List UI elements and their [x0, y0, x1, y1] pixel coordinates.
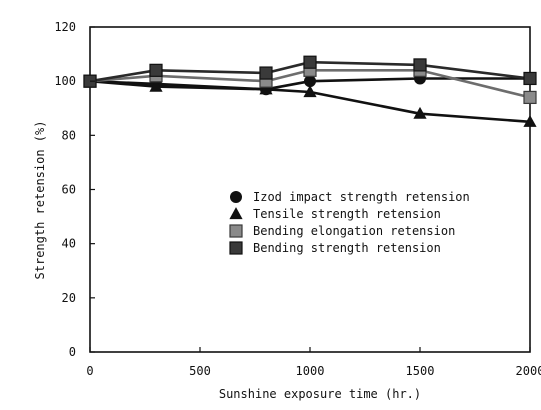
y-axis-title: Strength retension (%) [33, 121, 47, 280]
legend: Izod impact strength retension Tensile st… [229, 190, 470, 255]
x-axis-title: Sunshine exposure time (hr.) [219, 387, 421, 401]
data-point [149, 63, 163, 77]
y-tick-label: 100 [54, 74, 76, 88]
series-line [89, 60, 531, 83]
series-line [89, 79, 531, 124]
x-tick-label: 1500 [406, 364, 435, 378]
data-point [303, 85, 317, 98]
series-line [89, 77, 530, 91]
data-point [303, 55, 317, 69]
legend-marker [229, 224, 243, 238]
data-point [304, 75, 316, 88]
data-point [523, 90, 537, 105]
legend-marker [229, 241, 243, 255]
legend-label: Bending elongation retension [253, 224, 455, 238]
x-tick-label: 0 [86, 364, 93, 378]
data-point [413, 106, 427, 119]
y-tick-label: 120 [54, 20, 76, 34]
y-tick-label: 60 [62, 183, 76, 197]
x-tick-label: 2000 [516, 364, 541, 378]
legend-marker [230, 191, 242, 203]
legend-label: Bending strength retension [253, 241, 441, 255]
series-lines [89, 60, 531, 124]
series-line [89, 69, 531, 99]
x-tick-label: 1000 [296, 364, 325, 378]
series-markers [83, 55, 537, 127]
legend-label: Tensile strength retension [253, 207, 441, 221]
legend-label: Izod impact strength retension [253, 190, 470, 204]
y-tick-label: 20 [62, 291, 76, 305]
axis-ticks: 0 20 40 60 80 100 120 0 500 1000 1500 2000 [54, 20, 541, 378]
data-point [259, 82, 273, 95]
x-tick-label: 500 [189, 364, 211, 378]
data-point [523, 114, 537, 127]
data-point [523, 71, 537, 86]
data-point [413, 58, 427, 72]
y-tick-label: 80 [62, 128, 76, 142]
data-point [259, 66, 273, 80]
legend-marker [229, 207, 243, 220]
y-tick-label: 40 [62, 237, 76, 251]
y-tick-label: 0 [69, 345, 76, 359]
data-point [149, 79, 163, 92]
